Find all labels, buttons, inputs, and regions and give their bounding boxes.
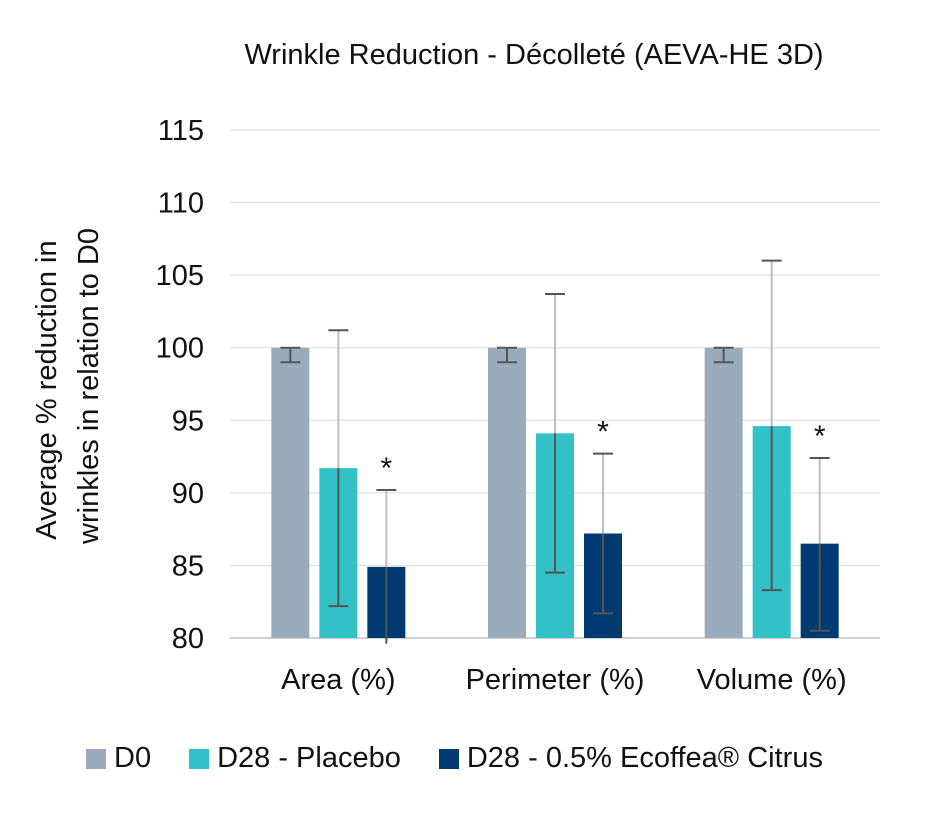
bar[interactable] bbox=[704, 347, 743, 638]
y-tick-label: 80 bbox=[172, 623, 204, 655]
chart-title: Wrinkle Reduction - Décolleté (AEVA-HE 3… bbox=[244, 39, 823, 71]
y-tick-label: 100 bbox=[156, 333, 204, 365]
legend-item-d28-placebo[interactable]: D28 - Placebo bbox=[189, 742, 401, 775]
significance-marker: * bbox=[814, 420, 826, 453]
y-tick-label: 90 bbox=[172, 478, 204, 510]
error-bar bbox=[328, 329, 349, 608]
significance-marker: * bbox=[380, 452, 392, 485]
legend-item-d28-ecoffea[interactable]: D28 - 0.5% Ecoffea® Citrus bbox=[438, 742, 823, 775]
y-axis-label: Average % reduction in wrinkles in relat… bbox=[31, 228, 105, 545]
error-bar bbox=[761, 259, 782, 592]
legend-swatch-d28-ecoffea bbox=[438, 748, 459, 769]
legend-label-d28-placebo: D28 - Placebo bbox=[217, 742, 401, 774]
error-bar bbox=[280, 346, 301, 364]
y-axis-label-line-1: Average % reduction in bbox=[31, 240, 63, 539]
legend-swatch-d28-placebo bbox=[189, 748, 210, 769]
x-tick-label: Perimeter (%) bbox=[466, 664, 645, 696]
legend-label-d28-ecoffea: D28 - 0.5% Ecoffea® Citrus bbox=[466, 742, 823, 774]
error-bar bbox=[713, 346, 734, 364]
bar[interactable] bbox=[271, 347, 310, 638]
error-bar bbox=[376, 488, 397, 644]
error-bar bbox=[593, 452, 613, 615]
y-tick-label: 85 bbox=[172, 550, 204, 582]
error-bar bbox=[809, 457, 830, 632]
significance-marker: * bbox=[597, 416, 609, 449]
x-tick-label: Volume (%) bbox=[697, 664, 847, 696]
y-tick-label: 115 bbox=[158, 115, 204, 147]
y-tick-label: 110 bbox=[158, 188, 204, 220]
legend-item-d0[interactable]: D0 bbox=[86, 742, 151, 775]
y-tick-label: 105 bbox=[156, 260, 204, 292]
plot-area: 80 85 90 95 100 105 110 115 * Area (%) * Perimeter … bbox=[156, 115, 880, 696]
legend-label-d0: D0 bbox=[114, 742, 152, 774]
error-bar bbox=[545, 293, 565, 574]
legend-swatch-d0 bbox=[86, 748, 106, 769]
error-bar bbox=[497, 346, 517, 364]
x-tick-label: Area (%) bbox=[281, 664, 395, 696]
y-axis-label-line-2: wrinkles in relation to D0 bbox=[73, 228, 105, 545]
legend: D0 D28 - Placebo D28 - 0.5% Ecoffea® Cit… bbox=[86, 742, 823, 775]
bar[interactable] bbox=[488, 347, 526, 638]
y-tick-label: 95 bbox=[172, 405, 204, 437]
